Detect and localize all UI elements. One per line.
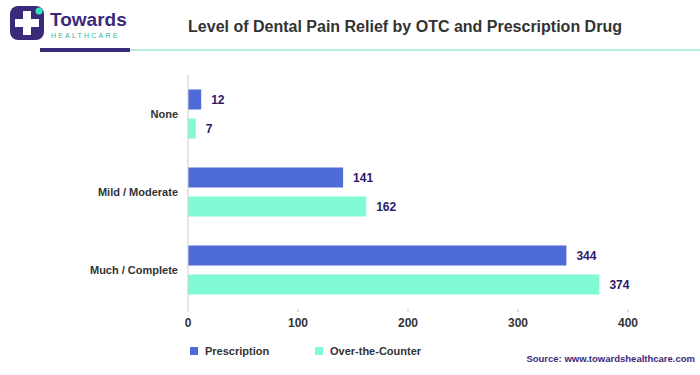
legend-label: Prescription — [205, 345, 269, 357]
brand: Towards — [50, 9, 127, 30]
category-label: None — [151, 108, 179, 120]
legend-swatch — [315, 347, 323, 355]
data-label: 344 — [576, 249, 596, 263]
tick-mark — [628, 309, 629, 312]
title: Level of Dental Pain Relief by OTC and P… — [188, 18, 622, 35]
logo-cross — [15, 19, 39, 27]
tick-mark — [298, 309, 299, 312]
tick-label: 0 — [185, 316, 192, 330]
data-label: 7 — [206, 122, 213, 136]
bars — [188, 90, 599, 295]
brand-tagline: HEALTHCARE — [51, 32, 120, 39]
logo-dot — [36, 8, 43, 15]
tick-label: 300 — [508, 316, 528, 330]
category-label: Mild / Moderate — [98, 186, 178, 198]
data-label: 162 — [376, 200, 396, 214]
category-axis-line — [188, 75, 189, 309]
legend: Prescription Over-the-Counter — [190, 345, 422, 357]
chart-svg: Towards HEALTHCARE Level of Dental Pain Re… — [0, 0, 700, 375]
legend-swatch — [190, 347, 198, 355]
data-label: 141 — [353, 171, 373, 185]
bar — [188, 197, 366, 217]
tick-mark — [518, 309, 519, 312]
logo: Towards HEALTHCARE — [10, 6, 127, 40]
header-rule-accent — [40, 48, 130, 52]
bar — [188, 168, 343, 188]
bar — [188, 275, 599, 295]
tick-label: 200 — [398, 316, 418, 330]
legend-label: Over-the-Counter — [330, 345, 422, 357]
tick-mark — [188, 309, 189, 312]
tick-mark — [408, 309, 409, 312]
chart-root: Towards HEALTHCARE Level of Dental Pain Re… — [0, 0, 700, 375]
bar — [188, 246, 566, 266]
data-label: 374 — [609, 278, 629, 292]
source: Source: www.towardshealthcare.com — [526, 353, 695, 364]
logo-icon — [10, 6, 44, 40]
bar — [188, 90, 201, 110]
tick-label: 100 — [288, 316, 308, 330]
header-rule — [130, 49, 700, 51]
tick-label: 400 — [618, 316, 638, 330]
bar — [188, 119, 196, 139]
data-label: 12 — [211, 93, 225, 107]
category-label: Much / Complete — [90, 264, 178, 276]
